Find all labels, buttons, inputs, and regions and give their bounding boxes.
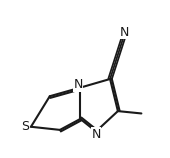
Text: S: S (21, 120, 29, 133)
Text: N: N (73, 78, 83, 91)
Text: N: N (120, 25, 129, 39)
Text: N: N (91, 128, 101, 141)
